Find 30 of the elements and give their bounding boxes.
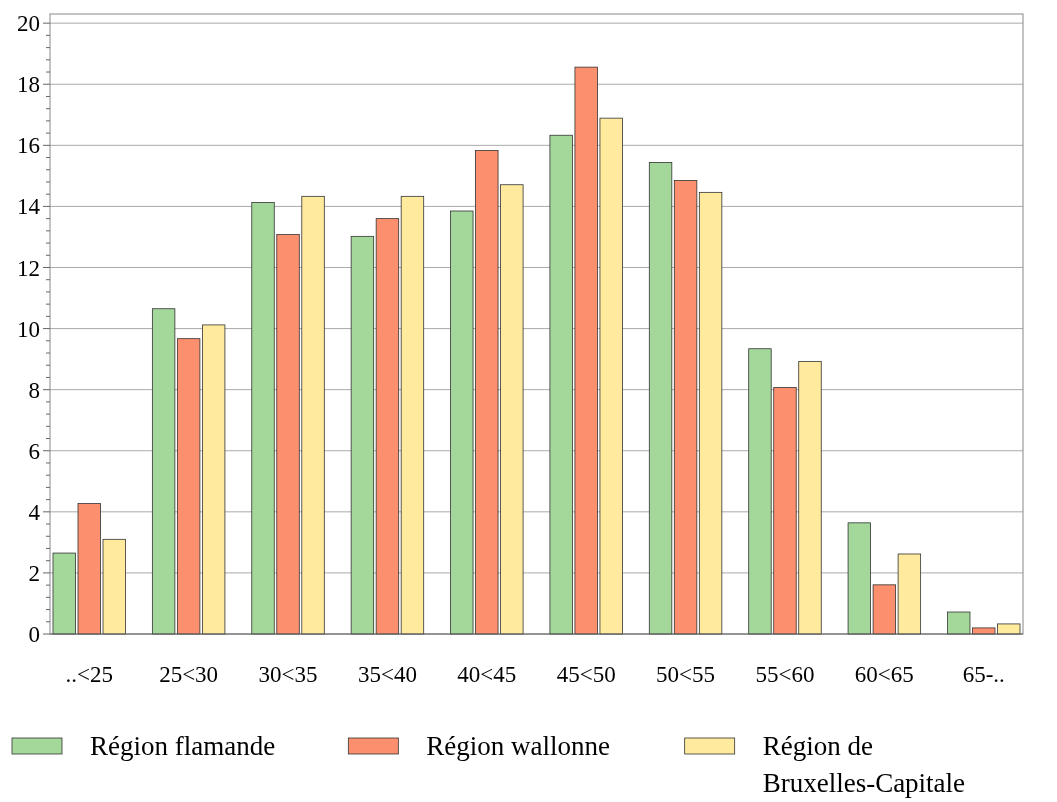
y-tick-label: 18 <box>17 72 40 98</box>
x-tick-label: 65-.. <box>962 662 1005 687</box>
y-tick-label: 16 <box>17 133 40 159</box>
x-tick-label: 40<45 <box>457 662 517 687</box>
bar <box>350 235 375 635</box>
legend-label: Région de Bruxelles-Capitale <box>762 731 966 798</box>
x-tick-label: ..<25 <box>65 662 113 687</box>
bar <box>375 218 400 635</box>
y-tick-label: 14 <box>17 194 41 220</box>
legend-label: Région wallonne <box>426 731 611 762</box>
y-tick-label: 2 <box>28 560 40 586</box>
y-tick-label: 10 <box>17 316 40 342</box>
y-tick-label: 4 <box>28 499 41 525</box>
y-tick-label: 12 <box>17 255 40 281</box>
y-tick-label: 8 <box>28 377 40 403</box>
bar <box>648 162 673 635</box>
x-tick-label: 60<65 <box>854 662 914 687</box>
x-tick-label: 25<30 <box>159 662 219 687</box>
x-tick-label: 30<35 <box>258 662 318 687</box>
bar <box>673 180 698 635</box>
x-tick-label: 50<55 <box>656 662 716 687</box>
y-tick-label: 6 <box>28 438 40 464</box>
x-tick-label: 45<50 <box>556 662 616 687</box>
legend-label: Région flamande <box>90 731 276 762</box>
bar <box>400 195 425 635</box>
bar <box>698 191 723 635</box>
x-tick-label: 55<60 <box>755 662 815 687</box>
y-tick-label: 20 <box>17 11 40 37</box>
x-tick-label: 35<40 <box>357 662 417 687</box>
y-tick-label: 0 <box>28 622 40 648</box>
